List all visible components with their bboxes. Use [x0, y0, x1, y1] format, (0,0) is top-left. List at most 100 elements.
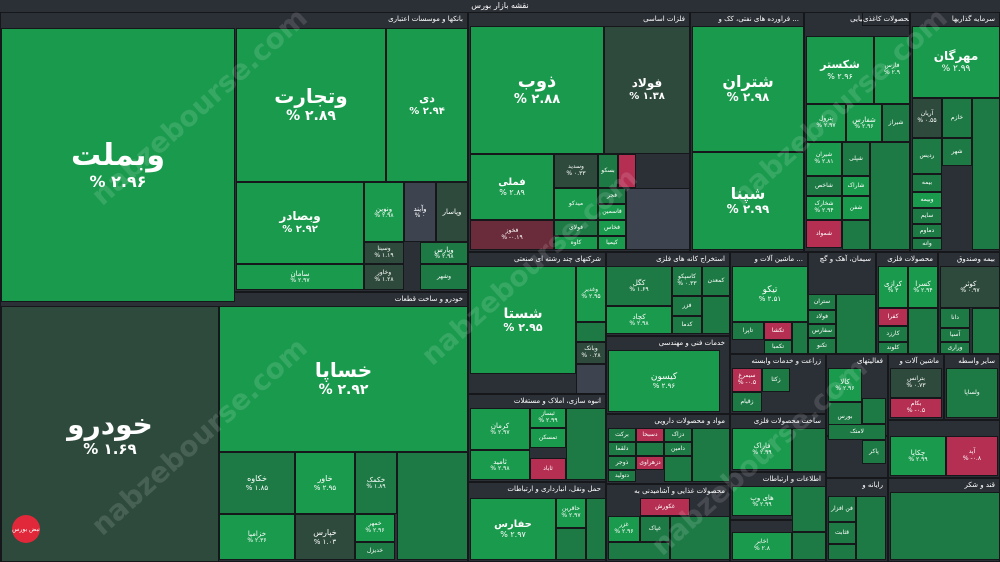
stock-tile[interactable]: خدیزل: [355, 542, 395, 560]
stock-tile[interactable]: تکمبا: [764, 340, 792, 354]
stock-tile[interactable]: کچاد% ۲.۹۸: [606, 306, 672, 334]
stock-tile[interactable]: کمعدن: [702, 266, 730, 296]
stock-tile[interactable]: ولساپا: [946, 368, 998, 418]
stock-tile[interactable]: فولاد% ۱.۳۸: [604, 26, 690, 154]
stock-tile[interactable]: شیراز: [882, 104, 910, 142]
stock-tile[interactable]: فاراک% ۲.۹۹: [732, 428, 792, 470]
stock-tile[interactable]: وشهر: [420, 264, 468, 290]
stock-tile[interactable]: ثبساز% ۲.۹۹: [530, 408, 566, 428]
stock-tile[interactable]: تمسکن: [530, 428, 566, 448]
stock-tile[interactable]: وانه: [912, 238, 942, 250]
stock-tile[interactable]: وخاور% ۱.۲۸: [364, 264, 404, 290]
stock-tile[interactable]: خکمک% ۱.۸۹: [355, 452, 397, 514]
stock-tile[interactable]: وبیمه: [912, 192, 942, 208]
stock-tile[interactable]: شاراک: [842, 176, 870, 196]
stock-tile[interactable]: تاپرا: [732, 322, 764, 340]
stock-tile[interactable]: شپنا% ۲.۹۹: [692, 152, 804, 250]
stock-tile[interactable]: شیران% ۲.۸۱: [806, 142, 842, 176]
stock-tile[interactable]: ردیس: [912, 138, 942, 174]
stock-tile[interactable]: دزاک: [664, 428, 692, 442]
stock-tile[interactable]: [576, 364, 606, 394]
stock-tile[interactable]: بیمه: [912, 174, 942, 192]
stock-tile[interactable]: [636, 442, 664, 456]
stock-tile[interactable]: وتجارت% ۲.۸۹: [236, 28, 386, 182]
stock-tile[interactable]: دامین: [664, 442, 692, 456]
stock-tile[interactable]: قثابت: [828, 522, 856, 544]
stock-tile[interactable]: سیمرغ% -۰.۵: [732, 368, 762, 392]
stock-tile[interactable]: دانا: [940, 308, 970, 328]
stock-tile[interactable]: خزامیا% ۲.۳۶: [219, 514, 295, 560]
stock-tile[interactable]: کگل% ۱.۶۹: [606, 266, 672, 306]
stock-tile[interactable]: شخارک% ۲.۹۴: [806, 196, 842, 220]
stock-tile[interactable]: خاور% ۲.۹۵: [295, 452, 355, 514]
stock-tile[interactable]: خمهر% ۲.۹۶: [355, 514, 395, 542]
stock-tile[interactable]: دلقما: [608, 442, 636, 456]
stock-tile[interactable]: کرازی% ۳: [878, 266, 908, 308]
stock-tile[interactable]: فولای: [554, 220, 598, 236]
stock-tile[interactable]: شفن: [842, 196, 870, 220]
stock-tile[interactable]: سامان% ۲.۹۷: [236, 264, 364, 290]
stock-tile[interactable]: شمواد: [806, 220, 842, 248]
stock-tile[interactable]: کارزد: [878, 326, 908, 342]
stock-tile[interactable]: [576, 322, 606, 342]
stock-tile[interactable]: کاوه: [554, 236, 598, 250]
stock-tile[interactable]: کفرا: [878, 308, 908, 326]
stock-tile[interactable]: [972, 308, 1000, 354]
stock-tile[interactable]: کالا% ۲.۹۶: [828, 368, 862, 402]
stock-tile[interactable]: وپاسار: [436, 182, 468, 242]
stock-tile[interactable]: دزهراوی: [636, 456, 664, 470]
stock-tile[interactable]: [792, 322, 808, 354]
stock-tile[interactable]: دی% ۲.۹۴: [386, 28, 468, 182]
stock-tile[interactable]: شتران% ۲.۹۸: [692, 26, 804, 152]
stock-tile[interactable]: کیسون% ۲.۹۶: [608, 350, 720, 412]
stock-tile[interactable]: برکت: [608, 428, 636, 442]
stock-tile[interactable]: وبملت% ۲.۹۶: [1, 28, 235, 302]
stock-tile[interactable]: [626, 188, 690, 250]
stock-tile[interactable]: تکنو: [808, 338, 836, 354]
sector-paper[interactable]: محصولات کاغذی: [862, 12, 910, 26]
stock-tile[interactable]: وآیند% ۰: [404, 182, 436, 242]
stock-tile[interactable]: وراری: [940, 342, 970, 354]
stock-tile[interactable]: [608, 542, 670, 560]
stock-tile[interactable]: کیمیا: [598, 236, 626, 250]
stock-tile[interactable]: بکام% -۰.۵: [890, 398, 942, 418]
stock-tile[interactable]: غزر% ۲.۹۶: [608, 516, 640, 542]
stock-tile[interactable]: [842, 220, 870, 250]
stock-tile[interactable]: [664, 456, 692, 482]
stock-tile[interactable]: [556, 528, 586, 560]
stock-tile[interactable]: کلوند: [878, 342, 908, 354]
stock-tile[interactable]: اخابر% ۲.۸: [732, 532, 792, 560]
stock-tile[interactable]: کرمان% ۲.۹۷: [470, 408, 530, 450]
stock-tile[interactable]: غکورش: [640, 498, 690, 516]
stock-tile[interactable]: [586, 498, 606, 560]
stock-tile[interactable]: زکثا: [762, 368, 790, 392]
stock-tile[interactable]: ذوجر: [608, 456, 636, 470]
stock-tile[interactable]: لامتک: [828, 424, 886, 440]
stock-tile[interactable]: فخاس: [598, 220, 626, 236]
stock-tile[interactable]: فاسمین: [598, 204, 626, 220]
stock-tile[interactable]: فن افزار: [828, 496, 856, 522]
stock-tile[interactable]: [670, 516, 730, 560]
stock-tile[interactable]: فخوز% -۰.۱۹: [470, 220, 554, 250]
stock-tile[interactable]: [836, 294, 876, 354]
stock-tile[interactable]: آسیا: [940, 328, 970, 342]
stock-tile[interactable]: [856, 496, 886, 560]
stock-tile[interactable]: کوثر% ۰.۹۷: [940, 266, 1000, 308]
stock-tile[interactable]: [828, 544, 856, 560]
stock-tile[interactable]: دسبحا: [636, 428, 664, 442]
stock-tile[interactable]: [792, 486, 826, 532]
stock-tile[interactable]: ثاباد: [530, 458, 566, 480]
stock-tile[interactable]: غپاک: [640, 516, 670, 542]
stock-tile[interactable]: [870, 142, 910, 250]
stock-tile[interactable]: وسینا% ۱.۱۹: [364, 242, 404, 264]
stock-tile[interactable]: پاکر: [862, 440, 886, 464]
stock-tile[interactable]: خودرو% ۱.۶۹: [1, 306, 219, 562]
stock-tile[interactable]: فجر: [598, 188, 626, 204]
stock-tile[interactable]: [792, 532, 826, 560]
stock-tile[interactable]: تکشا: [764, 322, 792, 340]
stock-tile[interactable]: خپارس% ۱.۰۳: [295, 514, 355, 560]
stock-tile[interactable]: های وب% ۲.۹۹: [732, 486, 792, 516]
stock-tile[interactable]: بترانس% ۰.۷۳: [890, 368, 942, 398]
stock-tile[interactable]: بسکو: [598, 154, 618, 188]
stock-tile[interactable]: شاخص: [806, 176, 842, 196]
